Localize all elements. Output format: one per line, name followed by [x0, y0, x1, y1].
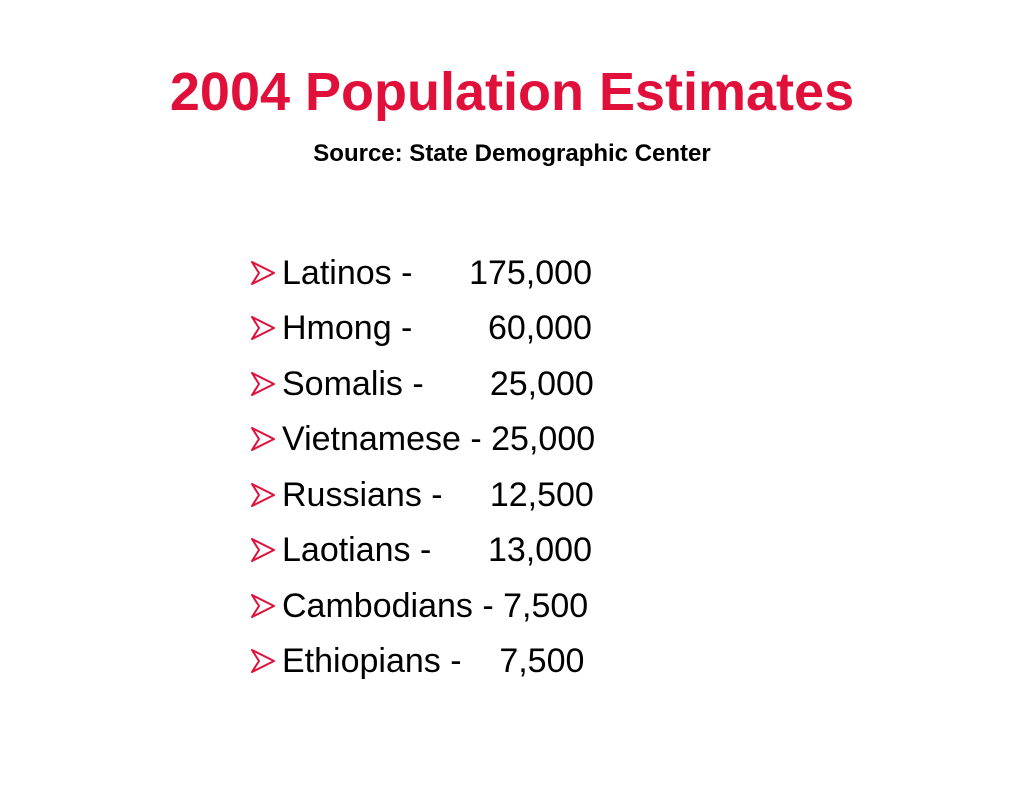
arrowhead-bullet-icon [246, 311, 282, 345]
list-item-label: Latinos - 175,000 [282, 253, 592, 292]
list-item-label: Russians - 12,500 [282, 475, 594, 514]
slide-subtitle: Source: State Demographic Center [313, 140, 711, 167]
arrowhead-bullet-icon [246, 478, 282, 512]
list-item: Latinos - 175,000 [246, 245, 595, 301]
list-item: Hmong - 60,000 [246, 301, 595, 357]
slide-title: 2004 Population Estimates [169, 62, 855, 122]
arrowhead-bullet-icon [246, 256, 282, 290]
arrowhead-bullet-icon [246, 533, 282, 567]
population-list: Latinos - 175,000 Hmong - 60,000 Somalis… [246, 245, 595, 689]
arrowhead-bullet-icon [246, 644, 282, 678]
list-item-label: Cambodians - 7,500 [282, 586, 589, 625]
list-item-label: Laotians - 13,000 [282, 531, 592, 570]
list-item-label: Somalis - 25,000 [282, 364, 594, 403]
arrowhead-bullet-icon [246, 367, 282, 401]
list-item: Somalis - 25,000 [246, 356, 595, 412]
list-item: Vietnamese - 25,000 [246, 412, 595, 468]
list-item: Laotians - 13,000 [246, 523, 595, 579]
list-item: Cambodians - 7,500 [246, 578, 595, 634]
arrowhead-bullet-icon [246, 422, 282, 456]
list-item-label: Hmong - 60,000 [282, 309, 592, 348]
arrowhead-bullet-icon [246, 589, 282, 623]
list-item-label: Ethiopians - 7,500 [282, 642, 585, 681]
list-item: Ethiopians - 7,500 [246, 634, 595, 690]
list-item: Russians - 12,500 [246, 467, 595, 523]
list-item-label: Vietnamese - 25,000 [282, 420, 596, 459]
